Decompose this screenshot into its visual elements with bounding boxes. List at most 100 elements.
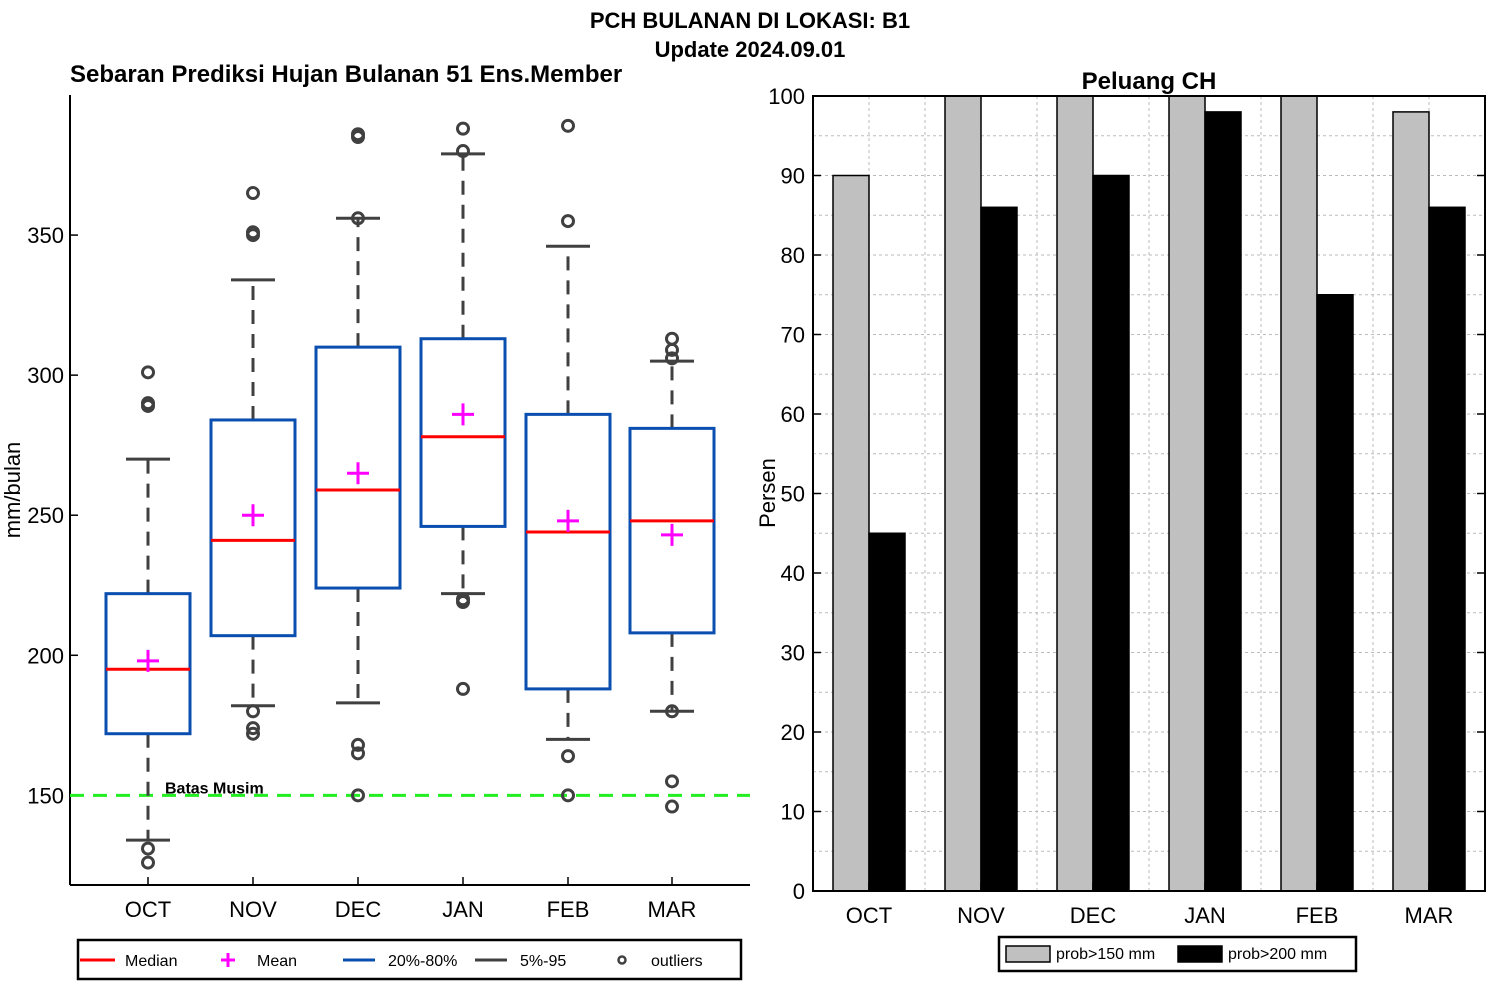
boxplot-legend-label: Mean bbox=[257, 953, 297, 970]
outlier-point bbox=[351, 737, 365, 752]
bar-x-tick-label: JAN bbox=[1184, 903, 1226, 928]
boxplot-x-tick-label: DEC bbox=[335, 897, 382, 922]
bar-y-tick-label: 100 bbox=[768, 84, 805, 109]
outlier-point bbox=[665, 351, 679, 366]
bar-group-dec bbox=[1056, 95, 1130, 892]
outlier-point bbox=[456, 681, 470, 696]
outlier-point bbox=[665, 331, 679, 346]
outlier-point bbox=[141, 396, 155, 411]
boxplot-y-tick-label: 300 bbox=[27, 363, 64, 388]
bar-y-tick-label: 50 bbox=[781, 482, 805, 507]
outlier-point bbox=[456, 592, 470, 607]
bar-plot-frame bbox=[812, 95, 1486, 892]
mean-marker bbox=[452, 403, 474, 426]
bar-prob200 bbox=[1092, 174, 1130, 892]
boxplot-plot-area: 150 200 250 300 350 OCT NOV DEC JAN FEB MAR Batas M… bbox=[27, 95, 750, 922]
boxplot-x-tick-label: MAR bbox=[648, 897, 697, 922]
outlier-point bbox=[665, 799, 679, 814]
outlier-point bbox=[561, 788, 575, 803]
boxplot-x-tick-label: NOV bbox=[229, 897, 277, 922]
outlier-point bbox=[351, 127, 365, 142]
bar-prob150 bbox=[1280, 95, 1318, 892]
iqr-box bbox=[628, 426, 716, 635]
bar-y-tick-label: 0 bbox=[793, 879, 805, 904]
outlier-point bbox=[141, 855, 155, 870]
bar-y-tick-label: 90 bbox=[781, 164, 805, 189]
boxplot-x-tick-label: OCT bbox=[125, 897, 171, 922]
outlier-point bbox=[246, 704, 260, 719]
bar-legend-swatch bbox=[1177, 945, 1223, 963]
bar-title: Peluang CH bbox=[1082, 68, 1217, 95]
box-dec bbox=[314, 127, 402, 803]
legend-mean-swatch bbox=[221, 953, 235, 967]
outlier-point bbox=[246, 225, 260, 240]
iqr-box bbox=[209, 418, 297, 638]
bar-x-tick-label: DEC bbox=[1070, 903, 1117, 928]
bar-prob200 bbox=[1428, 206, 1466, 892]
bar-prob150 bbox=[944, 95, 982, 892]
bar-ylabel: Persen bbox=[755, 458, 780, 528]
iqr-box bbox=[419, 337, 507, 528]
outlier-point bbox=[456, 121, 470, 136]
bar-prob200 bbox=[1316, 294, 1354, 892]
boxplot-y-tick-label: 350 bbox=[27, 223, 64, 248]
outlier-point bbox=[456, 144, 470, 159]
iqr-box bbox=[314, 345, 402, 590]
bar-x-tick-label: MAR bbox=[1405, 903, 1454, 928]
bar-y-tick-label: 30 bbox=[781, 641, 805, 666]
outlier-point bbox=[246, 726, 260, 741]
outlier-point bbox=[561, 118, 575, 133]
bar-legend-label: prob>200 mm bbox=[1228, 946, 1327, 963]
box-oct bbox=[104, 365, 192, 870]
bar-y-tick-label: 80 bbox=[781, 243, 805, 268]
boxplot-y-tick-label: 250 bbox=[27, 503, 64, 528]
iqr-box bbox=[524, 412, 612, 691]
mean-marker bbox=[347, 462, 369, 485]
bar-y-tick-label: 20 bbox=[781, 720, 805, 745]
mean-marker bbox=[137, 649, 159, 672]
bar-y-tick-label: 60 bbox=[781, 402, 805, 427]
outlier-point bbox=[246, 721, 260, 736]
boxplot-chart: Sebaran Prediksi Hujan Bulanan 51 Ens.Me… bbox=[0, 61, 750, 981]
bar-prob150 bbox=[1168, 95, 1206, 892]
outlier-point bbox=[246, 186, 260, 201]
box-jan bbox=[419, 121, 507, 696]
boxplot-legend-label: outliers bbox=[651, 953, 703, 970]
mean-marker bbox=[242, 504, 264, 527]
outlier-point bbox=[665, 774, 679, 789]
figure-subtitle: Update 2024.09.01 bbox=[655, 37, 846, 62]
figure-title: PCH BULANAN DI LOKASI: B1 bbox=[590, 8, 910, 33]
boxplot-x-tick-label: JAN bbox=[442, 897, 484, 922]
bar-group-oct bbox=[832, 174, 906, 892]
boxplot-y-tick-label: 150 bbox=[27, 783, 64, 808]
mean-marker bbox=[661, 523, 683, 546]
bar-x-tick-label: FEB bbox=[1296, 903, 1339, 928]
bar-x-tick-label: OCT bbox=[846, 903, 892, 928]
boxplot-y-tick-label: 200 bbox=[27, 643, 64, 668]
bar-chart: Peluang CH Persen OCT NOV DEC JAN FEB MAR 0 10 2… bbox=[755, 68, 1486, 973]
bar-prob150 bbox=[1392, 111, 1430, 892]
boxplot-legend-label: 5%-95 bbox=[520, 953, 566, 970]
bar-group-jan bbox=[1168, 95, 1242, 892]
outlier-point bbox=[351, 211, 365, 226]
boxplot-ylabel: mm/bulan bbox=[0, 442, 25, 539]
bar-legend-swatch bbox=[1005, 945, 1051, 963]
bar-x-tick-label: NOV bbox=[957, 903, 1005, 928]
boxplot-legend: Median Mean 20%-80% 5%-95 outliers bbox=[76, 938, 743, 981]
bar-legend: prob>150 mm prob>200 mm bbox=[997, 935, 1358, 973]
outlier-point bbox=[351, 788, 365, 803]
boxplot-legend-frame bbox=[76, 938, 743, 981]
outlier-point bbox=[351, 746, 365, 761]
bar-y-tick-label: 70 bbox=[781, 323, 805, 348]
boxplot-title: Sebaran Prediksi Hujan Bulanan 51 Ens.Me… bbox=[70, 61, 622, 88]
box-nov bbox=[209, 186, 297, 741]
outlier-point bbox=[561, 749, 575, 764]
boxplot-legend-label: Median bbox=[125, 953, 177, 970]
bar-plot-area: OCT NOV DEC JAN FEB MAR 0 10 20 30 40 50 60 70 80 90 100 bbox=[768, 84, 1486, 928]
iqr-box bbox=[104, 592, 192, 736]
bar-prob200 bbox=[980, 206, 1018, 892]
bar-prob150 bbox=[1056, 95, 1094, 892]
outlier-point bbox=[141, 841, 155, 856]
